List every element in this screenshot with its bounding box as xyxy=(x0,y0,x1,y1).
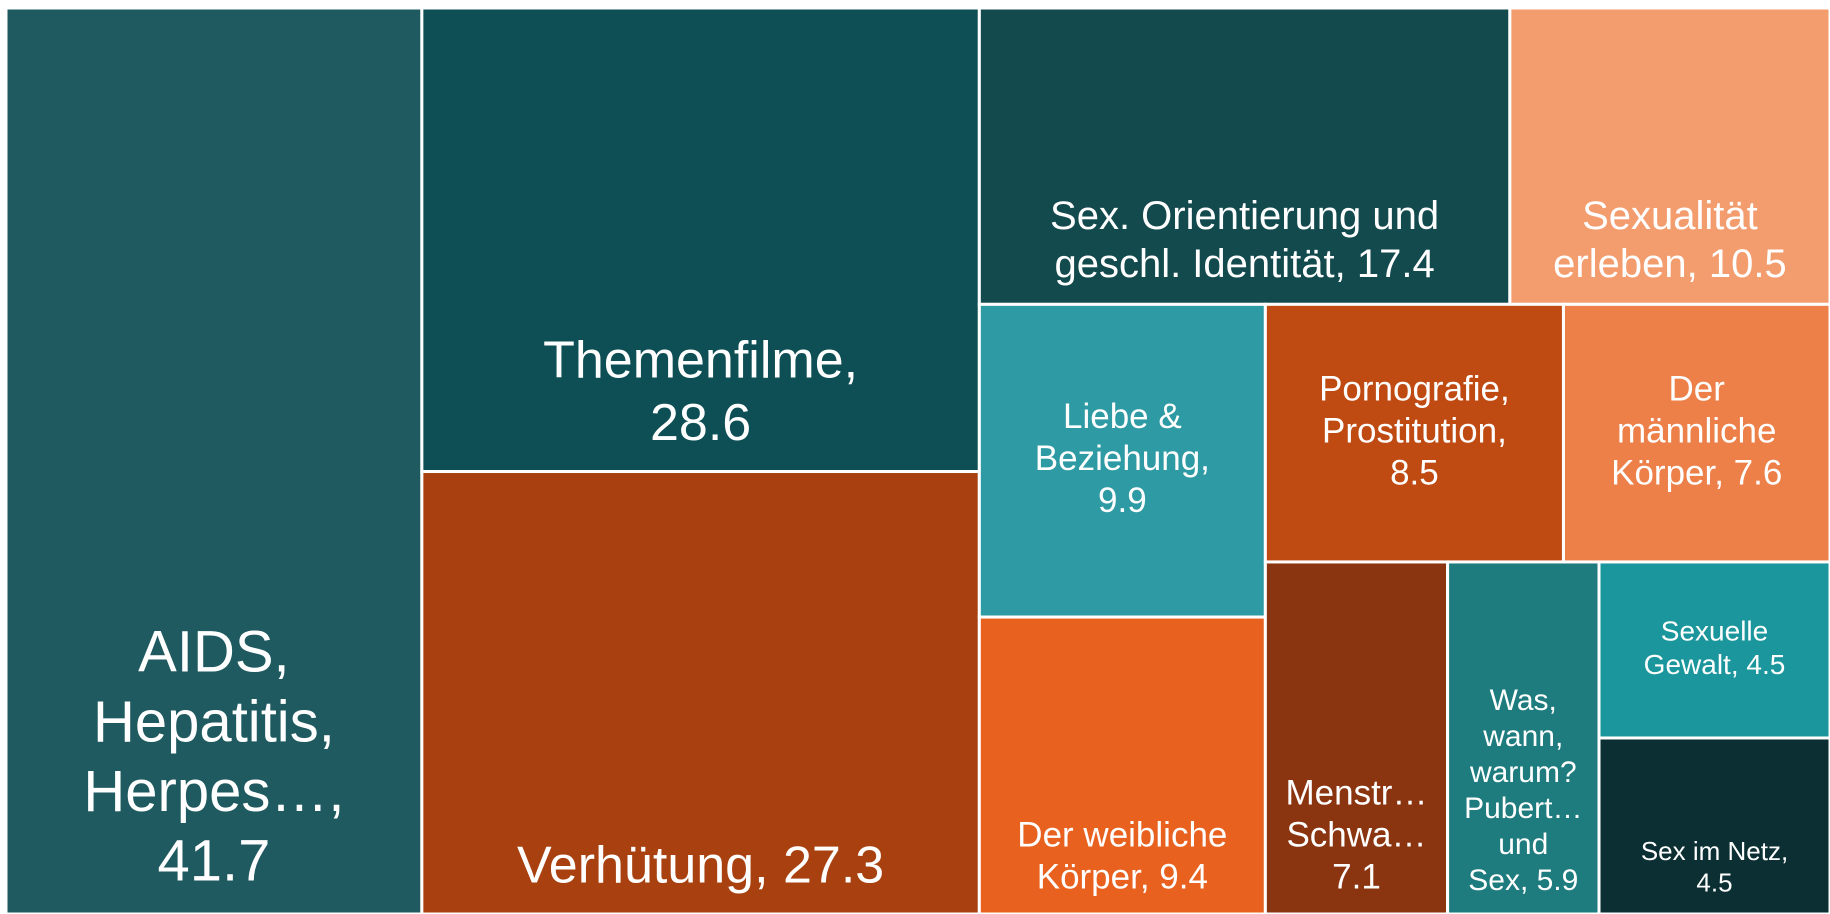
tile-label: Hepatitis, xyxy=(93,689,335,754)
tile-label: Körper, 7.6 xyxy=(1611,453,1782,492)
tile xyxy=(420,470,981,914)
tile xyxy=(420,6,981,474)
tile-label: Schwa… xyxy=(1286,815,1426,854)
tile-label: Was, xyxy=(1490,684,1557,717)
tile-label: 9.9 xyxy=(1098,481,1147,520)
tile-label: Der xyxy=(1669,369,1726,408)
tile xyxy=(1263,302,1565,564)
tile-label: wann, xyxy=(1482,720,1563,753)
tile-label: 4.5 xyxy=(1696,867,1732,897)
tile-label: Sex im Netz, xyxy=(1641,836,1788,866)
tile-label: Sex, 5.9 xyxy=(1468,864,1578,897)
tile-label: Verhütung, 27.3 xyxy=(517,837,884,895)
tile xyxy=(1561,302,1830,564)
tile-label: 28.6 xyxy=(650,394,751,452)
tile-label: Gewalt, 4.5 xyxy=(1644,649,1786,680)
tile-label: Prostitution, xyxy=(1322,411,1507,450)
tile-label: warum? xyxy=(1469,756,1577,789)
tile-label: männliche xyxy=(1617,411,1777,450)
tile-label: Der weibliche xyxy=(1017,815,1227,854)
tile-label: Menstr… xyxy=(1285,773,1427,812)
tile-label: Körper, 9.4 xyxy=(1037,857,1208,896)
tile-label: Herpes…, xyxy=(83,759,344,824)
tile xyxy=(4,6,424,914)
tile-label: Pornografie, xyxy=(1319,369,1510,408)
tile xyxy=(1508,6,1830,306)
tile-label: und xyxy=(1498,828,1548,861)
tile-label: Sexualität xyxy=(1582,194,1758,238)
tile xyxy=(977,615,1267,914)
tile-label: 41.7 xyxy=(157,829,270,894)
tile-label: erleben, 10.5 xyxy=(1553,242,1787,286)
tile xyxy=(1597,736,1830,914)
tile xyxy=(1597,560,1830,740)
tile-label: Themenfilme, xyxy=(543,332,858,390)
tile-label: Sexuelle xyxy=(1661,616,1768,647)
tile-label: geschl. Identität, 17.4 xyxy=(1054,242,1434,286)
tile-label: Beziehung, xyxy=(1035,439,1210,478)
tile-label: Liebe & xyxy=(1063,397,1182,436)
tile-label: 7.1 xyxy=(1332,857,1381,896)
tile xyxy=(977,302,1267,619)
tile-label: AIDS, xyxy=(138,620,290,685)
tile-label: Sex. Orientierung und xyxy=(1050,194,1439,238)
tile-label: Pubert… xyxy=(1464,792,1582,825)
tile xyxy=(977,6,1512,306)
tile-label: 8.5 xyxy=(1390,453,1439,492)
